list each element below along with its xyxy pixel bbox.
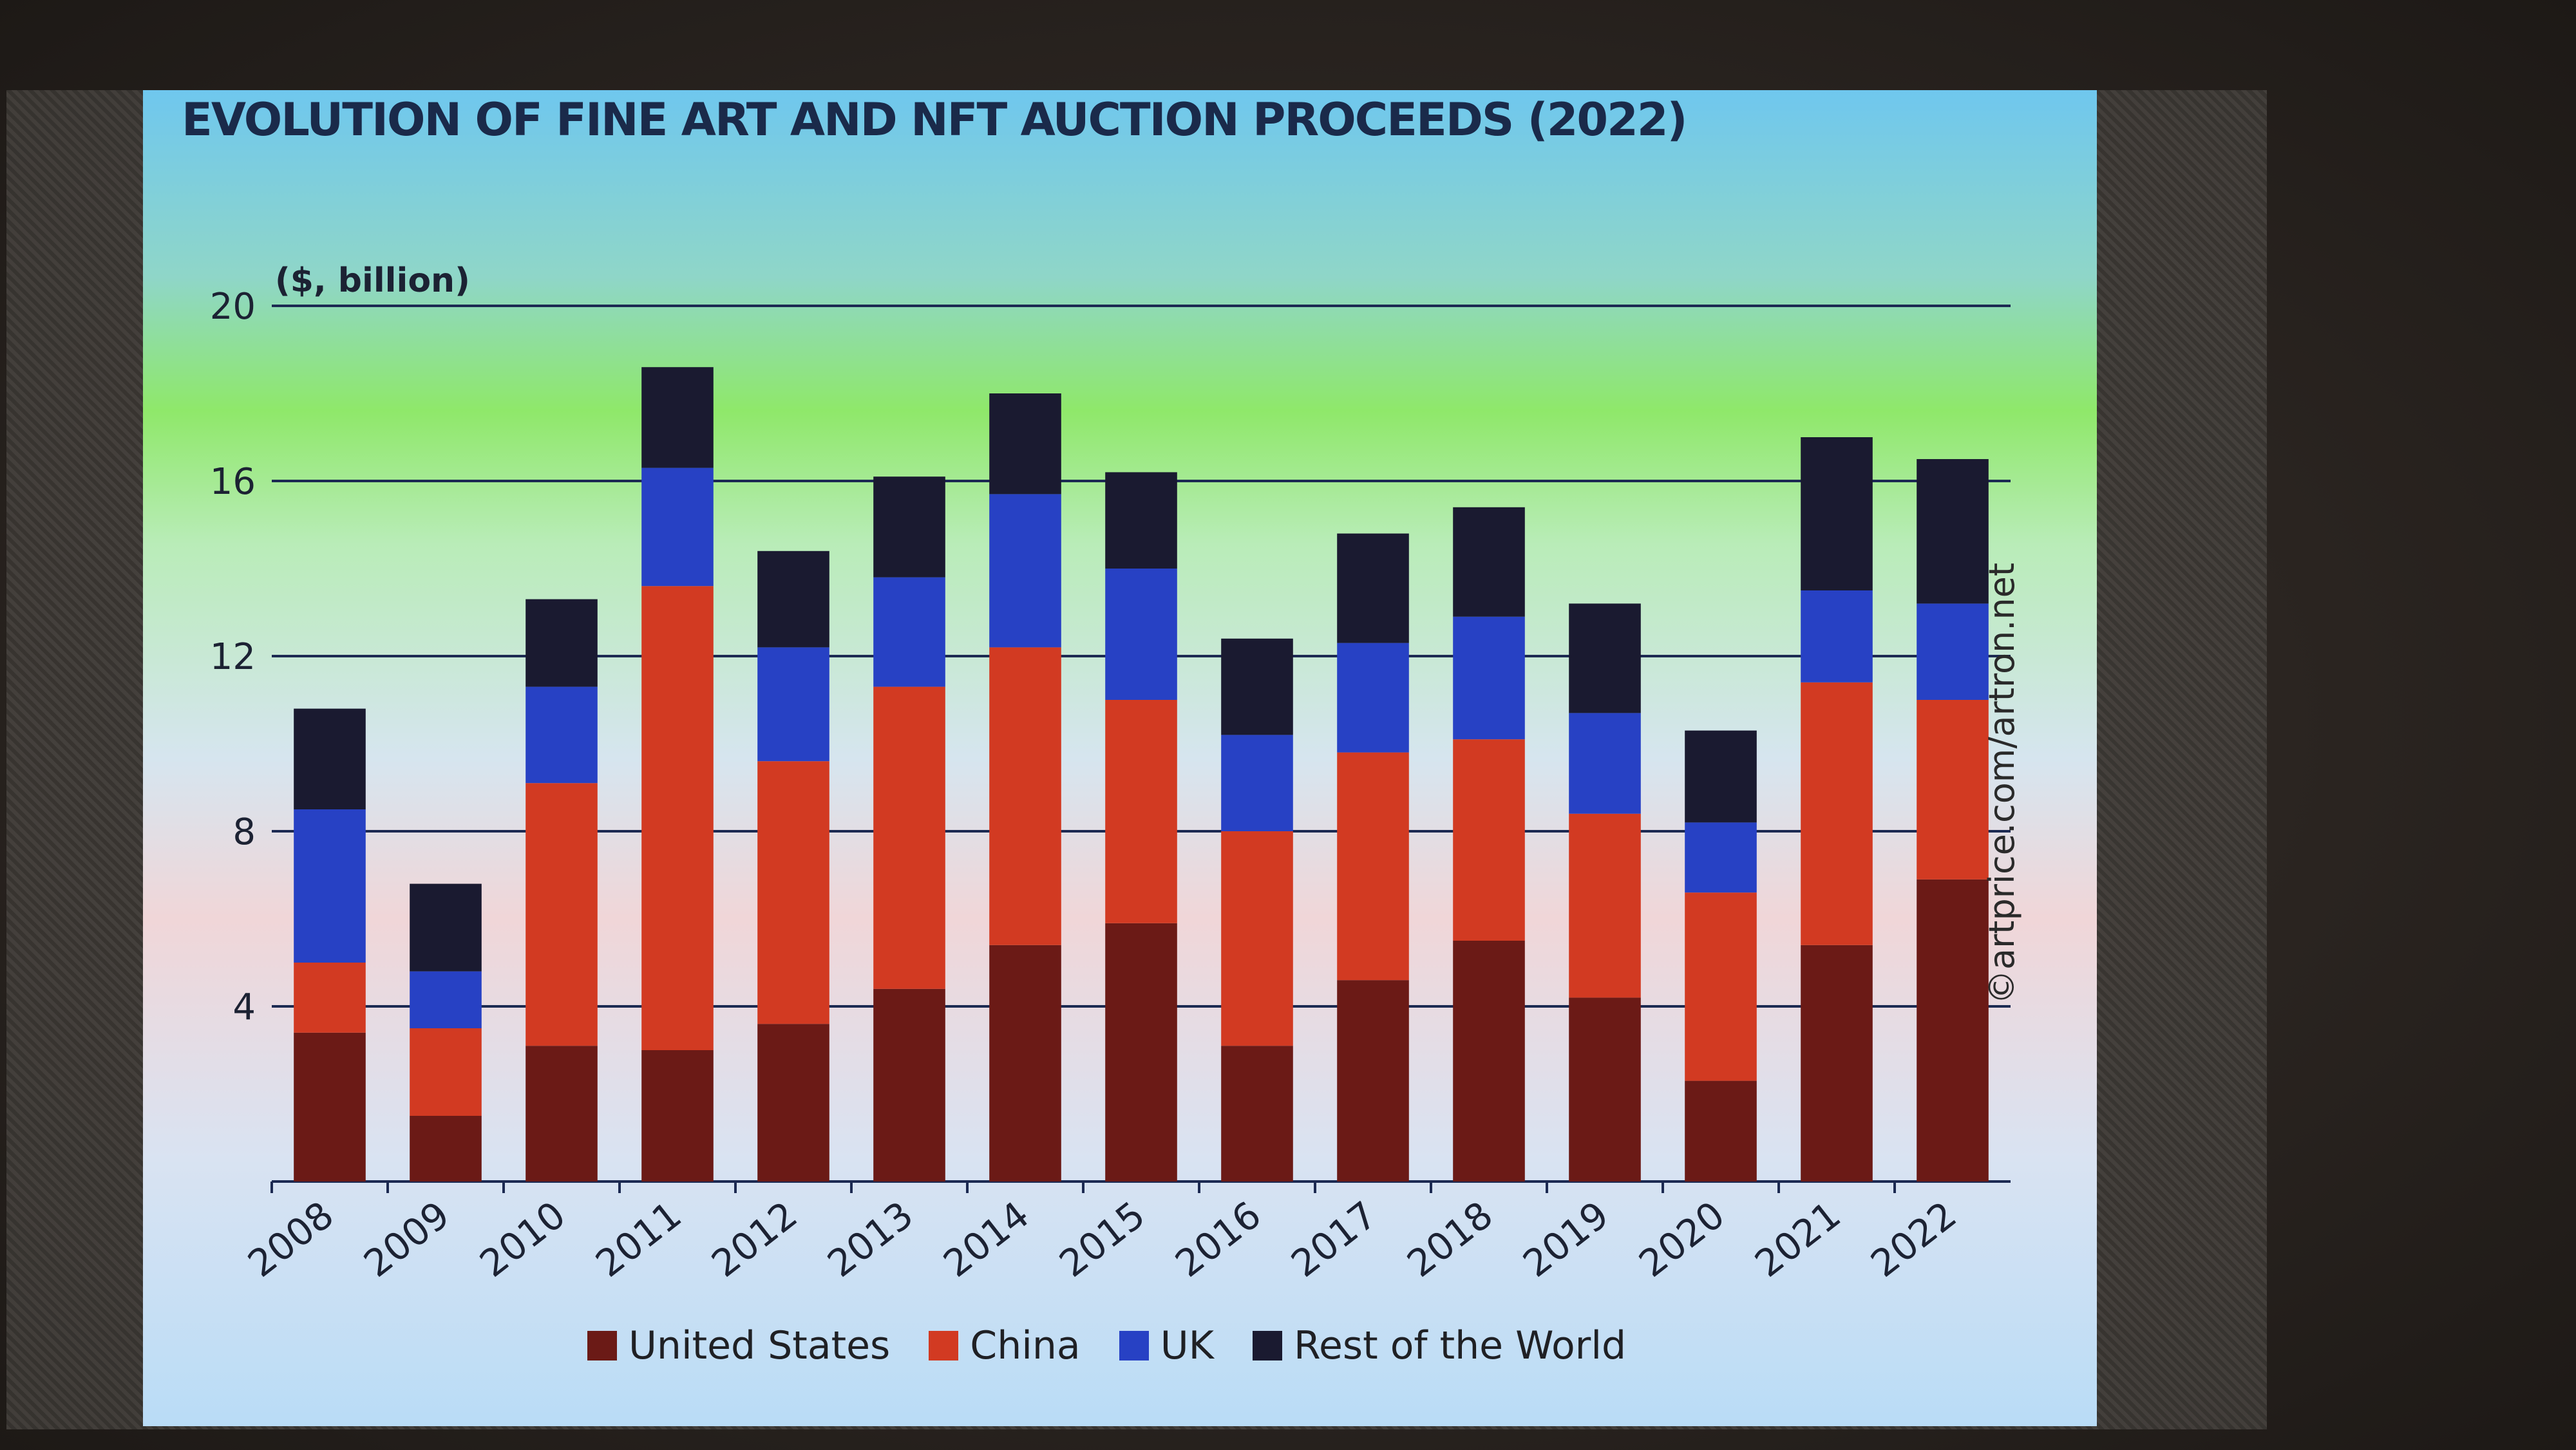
bar-segment-2014-united-states bbox=[989, 945, 1061, 1182]
legend-label-china: China bbox=[970, 1323, 1081, 1368]
bar-segment-2013-uk bbox=[873, 577, 945, 687]
y-tick-label-4: 4 bbox=[232, 986, 256, 1028]
x-tick-label-2021: 2021 bbox=[1747, 1192, 1848, 1285]
bar-segment-2011-china bbox=[641, 586, 714, 1050]
legend: United States China UK Rest of the World bbox=[587, 1313, 1626, 1378]
bar-segment-2019-uk bbox=[1569, 713, 1641, 814]
bar-segment-2021-uk bbox=[1801, 590, 1873, 683]
source-credit: ©artprice.com/artron.net bbox=[1982, 562, 2022, 1004]
bar-segment-2015-china bbox=[1105, 700, 1177, 923]
legend-swatch-rest-of-world bbox=[1252, 1331, 1282, 1361]
bar-segment-2010-uk bbox=[526, 686, 598, 784]
x-tick-label-2022: 2022 bbox=[1862, 1192, 1964, 1285]
bar-segment-2012-united-states bbox=[757, 1024, 829, 1182]
x-tick-label-2016: 2016 bbox=[1167, 1192, 1269, 1285]
x-tick-label-2017: 2017 bbox=[1283, 1192, 1385, 1285]
y-tick-label-20: 20 bbox=[210, 286, 256, 328]
bar-segment-2009-uk bbox=[410, 971, 482, 1028]
bar-segment-2016-china bbox=[1221, 831, 1293, 1046]
bar-segment-2009-united-states bbox=[410, 1116, 482, 1182]
legend-item-united-states: United States bbox=[587, 1323, 890, 1368]
bar-segment-2019-china bbox=[1569, 813, 1641, 998]
x-tick-label-2013: 2013 bbox=[819, 1192, 921, 1285]
bar-segment-2022-china bbox=[1917, 700, 1989, 880]
bar-segment-2021-rest-of-the-world bbox=[1801, 437, 1873, 590]
x-tick-label-2019: 2019 bbox=[1515, 1192, 1616, 1285]
bar-segment-2013-china bbox=[873, 686, 945, 989]
bar-segment-2021-united-states bbox=[1801, 945, 1873, 1182]
legend-label-rest-of-world: Rest of the World bbox=[1293, 1323, 1627, 1368]
bar-segment-2014-rest-of-the-world bbox=[989, 393, 1061, 494]
stacked-bar-chart: 4 8 12 16 20 ($, billion) 2008 2009 2010 2011 2012… bbox=[210, 261, 2011, 1286]
bar-segment-2016-uk bbox=[1221, 735, 1293, 831]
bar-segment-2018-united-states bbox=[1453, 941, 1525, 1182]
bar-segment-2011-uk bbox=[641, 467, 714, 587]
legend-item-uk: UK bbox=[1119, 1323, 1214, 1368]
legend-swatch-china bbox=[929, 1331, 959, 1361]
bar-segment-2009-rest-of-the-world bbox=[410, 883, 482, 972]
bar-segment-2017-uk bbox=[1337, 643, 1409, 753]
bar-segment-2017-rest-of-the-world bbox=[1337, 533, 1409, 643]
legend-swatch-united-states bbox=[587, 1331, 617, 1361]
bar-segment-2010-china bbox=[526, 783, 598, 1046]
slide: EVOLUTION OF FINE ART AND NFT AUCTION PR… bbox=[143, 90, 2097, 1426]
x-tick-label-2020: 2020 bbox=[1631, 1192, 1732, 1285]
bar-segment-2016-united-states bbox=[1221, 1046, 1293, 1182]
x-tick-label-2014: 2014 bbox=[935, 1192, 1037, 1285]
bar-segment-2012-rest-of-the-world bbox=[757, 551, 829, 648]
bar-segment-2015-united-states bbox=[1105, 923, 1177, 1182]
bar-segment-2008-rest-of-the-world bbox=[294, 708, 366, 809]
bar-segment-2021-china bbox=[1801, 682, 1873, 945]
bar-segment-2022-uk bbox=[1917, 603, 1989, 700]
bar-segment-2022-united-states bbox=[1917, 879, 1989, 1182]
legend-label-uk: UK bbox=[1160, 1323, 1214, 1368]
x-tick-label-2012: 2012 bbox=[703, 1192, 805, 1285]
chart-title: EVOLUTION OF FINE ART AND NFT AUCTION PR… bbox=[182, 93, 1688, 146]
bar-segment-2018-china bbox=[1453, 739, 1525, 941]
bar-segment-2012-china bbox=[757, 761, 829, 1024]
bar-segment-2010-rest-of-the-world bbox=[526, 599, 598, 687]
bar-segment-2020-united-states bbox=[1685, 1080, 1757, 1182]
legend-item-china: China bbox=[929, 1323, 1081, 1368]
bar-segment-2016-rest-of-the-world bbox=[1221, 638, 1293, 735]
y-tick-label-8: 8 bbox=[232, 811, 256, 853]
bar-segment-2008-uk bbox=[294, 809, 366, 963]
bar-segment-2008-china bbox=[294, 963, 366, 1033]
bar-segment-2019-united-states bbox=[1569, 997, 1641, 1182]
x-tick-label-2008: 2008 bbox=[240, 1192, 341, 1285]
y-tick-label-16: 16 bbox=[210, 461, 256, 503]
legend-item-rest-of-world: Rest of the World bbox=[1252, 1323, 1627, 1368]
bar-segment-2011-united-states bbox=[641, 1050, 714, 1182]
bar-segment-2020-rest-of-the-world bbox=[1685, 730, 1757, 823]
x-tick-label-2015: 2015 bbox=[1051, 1192, 1153, 1285]
x-tick-label-2018: 2018 bbox=[1399, 1192, 1501, 1285]
bar-segment-2018-rest-of-the-world bbox=[1453, 507, 1525, 617]
bar-segment-2014-china bbox=[989, 647, 1061, 945]
bar-segment-2010-united-states bbox=[526, 1046, 598, 1182]
legend-swatch-uk bbox=[1119, 1331, 1149, 1361]
bar-segment-2012-uk bbox=[757, 647, 829, 762]
bar-segment-2008-united-states bbox=[294, 1032, 366, 1182]
y-axis-label: ($, billion) bbox=[275, 261, 470, 300]
bar-segment-2013-rest-of-the-world bbox=[873, 476, 945, 578]
bar-segment-2017-china bbox=[1337, 752, 1409, 981]
bar-segment-2020-china bbox=[1685, 892, 1757, 1081]
bar-segment-2018-uk bbox=[1453, 616, 1525, 740]
bar-segment-2015-uk bbox=[1105, 569, 1177, 700]
bar-segment-2011-rest-of-the-world bbox=[641, 367, 714, 468]
bar-segment-2020-uk bbox=[1685, 822, 1757, 893]
x-tick-label-2009: 2009 bbox=[355, 1192, 457, 1285]
bar-segment-2009-china bbox=[410, 1028, 482, 1116]
x-tick-label-2011: 2011 bbox=[587, 1192, 689, 1285]
x-tick-label-2010: 2010 bbox=[471, 1192, 573, 1285]
bar-segment-2014-uk bbox=[989, 494, 1061, 648]
bar-segment-2015-rest-of-the-world bbox=[1105, 472, 1177, 569]
y-tick-label-12: 12 bbox=[210, 636, 256, 678]
legend-label-united-states: United States bbox=[629, 1323, 891, 1368]
bar-segment-2022-rest-of-the-world bbox=[1917, 459, 1989, 604]
bar-segment-2019-rest-of-the-world bbox=[1569, 603, 1641, 713]
bar-segment-2017-united-states bbox=[1337, 980, 1409, 1182]
bar-segment-2013-united-states bbox=[873, 988, 945, 1182]
